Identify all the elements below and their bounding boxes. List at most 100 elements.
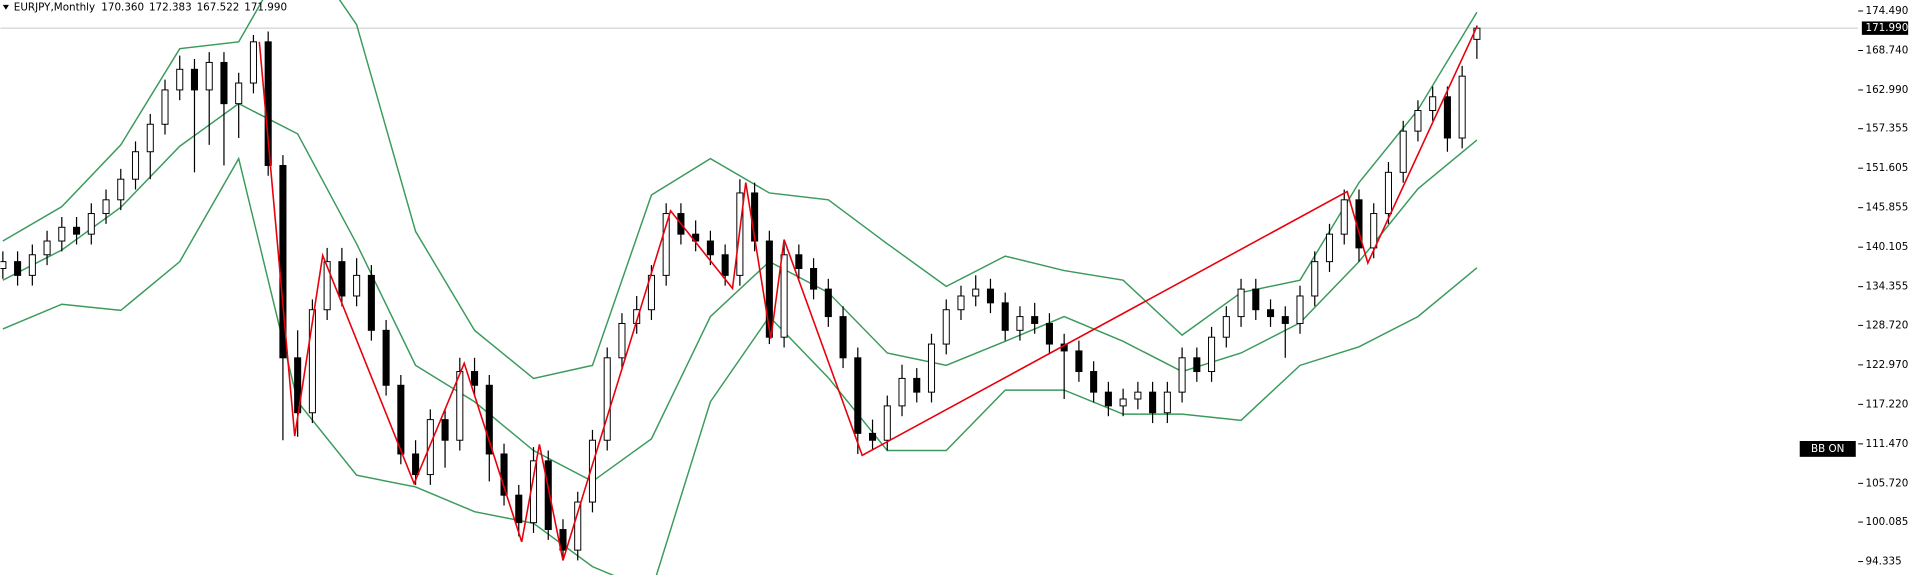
y-tick-label: 100.085 [1866,516,1909,528]
candle-body [810,268,818,290]
candle-body [839,316,847,359]
candle-body [426,419,434,476]
candle-body [353,274,361,297]
candle-body [190,68,199,91]
candle-body [765,240,773,338]
candle-body [1134,391,1142,400]
candle-body [1458,75,1466,139]
candle-body [485,384,493,455]
candle-body [913,377,921,393]
candle-body [131,151,140,180]
y-tick-label: 111.470 [1866,438,1909,450]
menu-triangle[interactable] [2,4,9,10]
y-tick-label: 140.105 [1866,241,1909,253]
y-tick-label: 105.720 [1866,477,1909,489]
y-tick-label: 151.605 [1866,162,1909,174]
candle-body [927,343,936,393]
candle-body [73,226,81,235]
candle-body [854,357,862,434]
candle-body [28,254,36,276]
candle-body [883,405,891,441]
candle-body [1325,233,1334,263]
candle-body [1045,322,1053,345]
plot-area [0,0,1859,575]
candle-body [412,453,420,476]
y-tick-label: 122.970 [1866,359,1909,371]
symbol: EURJPY,Monthly [14,1,95,13]
candle-body [1311,261,1319,297]
candle-body [58,226,66,242]
y-tick-label: 168.740 [1866,44,1909,56]
candle-body [1340,199,1348,235]
candle-body [780,254,788,338]
candle-body [1075,350,1083,373]
candle-body [588,439,597,503]
candle-body [986,288,994,304]
y-tick-label: 145.855 [1866,202,1909,214]
candle-body [1252,288,1260,311]
candle-body [1370,213,1378,249]
indicator-label: BB ON [1811,443,1844,455]
current-price-label: 171.990 [1866,22,1909,34]
candle-body [235,82,243,105]
candle-body [1443,96,1451,139]
candle-body [161,89,169,125]
candle-body [14,261,22,276]
candle-body [721,254,729,276]
candle-body [574,501,582,551]
candle-body [972,288,980,297]
candle-body [382,329,390,386]
candle-body [205,61,213,91]
candle-body [942,309,950,345]
candle-body [603,357,611,441]
candle-body [1149,391,1157,414]
candle-body [146,123,154,153]
indicator-badge [1799,440,1856,457]
candle-body [1399,130,1407,173]
candle-body [500,453,508,496]
candle-body [249,41,257,84]
y-tick-label: 157.355 [1866,123,1909,135]
candle-body [441,419,449,441]
candle-body [515,494,523,524]
candle-body [898,377,906,407]
quote-close: 171.990 [244,1,287,13]
bollinger-middle [2,102,1478,483]
y-tick-label: 174.490 [1866,5,1909,17]
y-tick-label: 134.355 [1866,281,1909,293]
candle-body [220,61,228,105]
candle-body [323,261,331,311]
candle-body [87,213,95,235]
header: EURJPY,Monthly 170.360 172.383 167.522 171.9… [14,1,287,13]
candle-body [102,199,110,215]
candle-body [795,254,803,269]
candle-body [1163,391,1171,414]
candle-body [662,213,670,276]
candle-body [1090,371,1098,393]
candle-body [824,288,832,318]
candle-body [1281,316,1289,324]
candle-body [338,261,346,297]
candle-body [176,68,184,91]
candle-body [1237,288,1245,318]
candle-body [0,261,7,269]
candle-body [1016,316,1024,331]
candle-body [397,384,405,455]
candle-body [618,322,626,359]
price-axis: 174.490 168.740 162.990 157.355 151.605 145.8… [1858,5,1908,568]
quote-low: 167.522 [197,1,240,13]
candle-body [869,432,877,441]
candle-body [706,240,714,256]
candle-body [1208,336,1216,373]
candle-body [1429,96,1437,112]
candle-body [1296,295,1304,324]
candle-body [957,295,965,311]
y-tick-label: 162.990 [1866,84,1909,96]
candle-body [1001,302,1009,331]
candle-body [1104,391,1112,407]
candle-body [279,164,287,359]
candle-body [456,371,464,441]
y-tick-label: 117.220 [1866,398,1909,410]
candle-body [1193,357,1201,373]
